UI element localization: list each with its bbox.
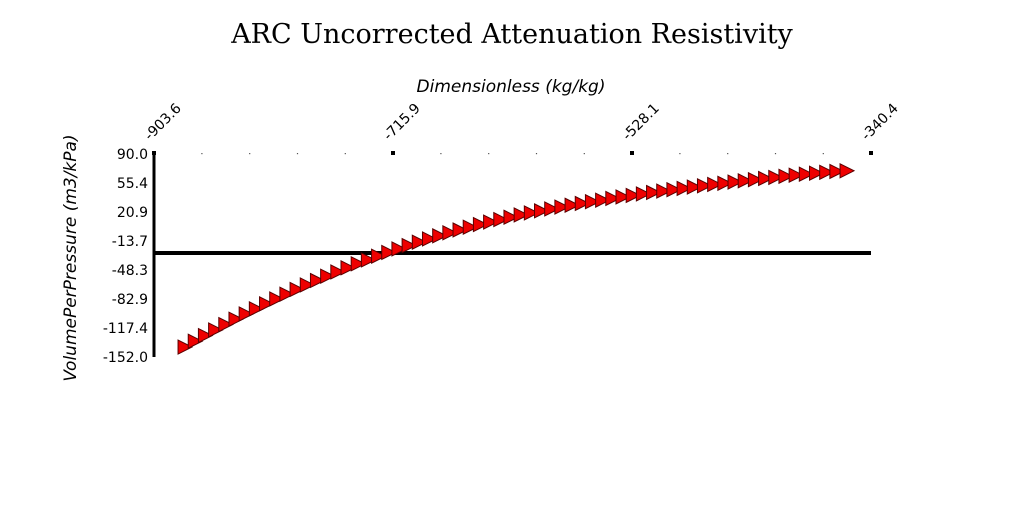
data-point: [686, 179, 703, 195]
y-axis-label: VolumePerPressure (m3/kPa): [61, 134, 81, 381]
x-tick-mark: [152, 151, 156, 155]
x-minor-tick: [440, 153, 442, 155]
data-point: [707, 176, 723, 193]
data-point: [788, 167, 805, 184]
data-point: [625, 187, 642, 204]
data-point: [778, 168, 795, 185]
x-axis-label: Dimensionless (kg/kg): [417, 77, 606, 97]
data-point: [676, 180, 693, 197]
data-point: [666, 181, 683, 198]
x-minor-tick: [679, 153, 681, 155]
data-point: [299, 277, 316, 293]
data-point: [727, 174, 744, 190]
x-minor-tick: [583, 153, 585, 155]
data-point: [381, 244, 397, 261]
chart-title: ARC Uncorrected Attenuation Resistivity: [230, 19, 793, 50]
y-tick-label: 90.0: [117, 147, 148, 163]
y-tick-label: 55.4: [117, 176, 148, 192]
data-point: [513, 207, 530, 223]
data-point: [758, 170, 774, 187]
y-tick-label: -48.3: [112, 263, 148, 279]
x-minor-tick: [727, 153, 729, 155]
data-point: [605, 190, 621, 207]
data-point: [829, 163, 845, 180]
data-point: [544, 201, 560, 217]
x-minor-tick: [535, 153, 538, 155]
x-tick-mark: [869, 151, 873, 155]
data-point: [717, 175, 733, 192]
data-point: [442, 225, 458, 241]
data-point: [564, 197, 581, 214]
data-point: [218, 316, 234, 333]
data-point: [320, 268, 336, 284]
data-point: [798, 166, 815, 183]
data-point: [503, 209, 520, 226]
data-point: [452, 222, 469, 238]
y-tick-label: 20.9: [117, 205, 148, 221]
data-point: [330, 264, 346, 280]
data-point: [248, 301, 265, 317]
y-tick-label: -13.7: [112, 234, 148, 250]
y-tick-label: -117.4: [103, 321, 148, 337]
data-point: [208, 322, 224, 338]
data-point: [656, 183, 672, 199]
x-tick-mark: [391, 151, 395, 155]
data-point: [360, 252, 377, 268]
data-point: [615, 189, 632, 205]
x-tick-label: -528.1: [620, 101, 663, 144]
data-point: [747, 171, 764, 188]
data-point: [635, 186, 652, 202]
data-point: [534, 203, 550, 219]
y-tick-label: -152.0: [103, 350, 148, 366]
data-point: [768, 169, 784, 186]
x-minor-tick: [488, 153, 490, 155]
data-point: [462, 219, 479, 236]
data-point: [554, 199, 570, 215]
data-point: [493, 211, 509, 228]
x-minor-tick: [201, 153, 203, 155]
data-point: [411, 234, 428, 250]
data-point: [350, 255, 367, 272]
data-point: [391, 241, 408, 257]
data-point: [269, 291, 285, 307]
data-point: [646, 184, 662, 201]
x-minor-tick: [249, 153, 251, 155]
data-point: [421, 231, 438, 247]
data-point: [483, 214, 499, 230]
data-point: [187, 333, 204, 350]
data-point: [839, 162, 856, 179]
data-point: [259, 296, 275, 312]
data-point: [808, 165, 825, 182]
data-point: [289, 281, 306, 298]
data-point: [228, 311, 245, 327]
data-point: [371, 248, 387, 264]
x-minor-tick: [344, 153, 346, 155]
x-tick-label: -715.9: [381, 101, 424, 144]
x-tick-mark: [630, 151, 634, 155]
data-point: [309, 272, 326, 289]
data-point: [340, 260, 357, 276]
data-point: [584, 193, 601, 210]
data-point: [401, 237, 418, 254]
data-point: [279, 286, 296, 302]
data-point: [432, 228, 448, 244]
data-point: [238, 306, 255, 322]
data-point: [472, 216, 489, 233]
data-point: [595, 192, 611, 208]
x-minor-tick: [774, 153, 777, 155]
data-point: [574, 195, 591, 212]
x-minor-tick: [296, 153, 299, 155]
x-minor-tick: [822, 153, 824, 155]
data-point: [177, 339, 194, 355]
data-point: [696, 177, 713, 194]
data-point: [737, 173, 754, 189]
data-point: [523, 205, 540, 221]
x-tick-label: -903.6: [142, 101, 185, 144]
data-point: [197, 327, 214, 344]
data-point: [819, 164, 835, 181]
y-tick-label: -82.9: [112, 292, 148, 308]
x-tick-label: -340.4: [859, 101, 902, 144]
data-series: [177, 162, 856, 355]
